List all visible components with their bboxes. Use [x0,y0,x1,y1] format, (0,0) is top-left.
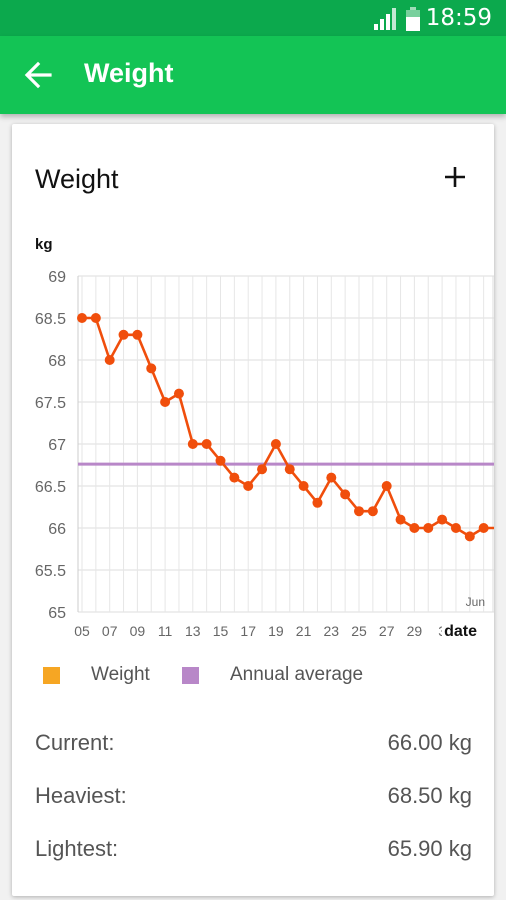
weight-series-line [82,316,494,538]
x-tick-label: 09 [130,623,146,639]
y-tick-label: 67.5 [35,395,66,412]
weight-data-point [312,497,323,508]
legend-annual-average-swatch [182,667,199,684]
weight-data-point [340,489,351,500]
legend-weight-label: Weight [91,664,150,685]
weight-data-point [423,523,434,533]
weight-data-point [270,439,281,449]
weight-data-point [367,506,378,517]
back-button[interactable] [14,50,64,100]
weight-data-point [187,439,198,449]
weight-card: Weight 65 65.5 66 66.5 67 67.5 68 68.5 69 05 07 09 1… [12,124,494,896]
weight-data-point [160,397,171,407]
x-tick-label: 25 [351,623,367,639]
weight-data-point [257,464,268,475]
weight-data-point [243,481,254,491]
weight-data-point [77,313,87,323]
legend-annual-average-label: Annual average [230,664,364,685]
weight-data-point [354,506,364,517]
weight-data-point [478,523,489,533]
x-axis-title-bg [442,618,484,642]
weight-data-point [132,329,143,340]
y-tick-label: 66 [48,521,66,538]
stat-lightest-label: Lightest: [35,836,119,861]
stat-lightest-value: 65.90 kg [387,836,472,861]
weight-data-point [118,329,129,340]
x-tick-label: 07 [102,623,118,639]
x-tick-label: 19 [268,623,284,639]
stat-heaviest-value: 68.50 kg [387,783,472,808]
weight-data-point [229,472,240,483]
weight-data-point [104,355,115,365]
app-bar-title: Weight [84,58,174,88]
x-tick-label: 15 [213,623,229,639]
arrow-left-icon [24,61,52,89]
x-tick-label: 29 [407,623,423,639]
y-tick-label: 67 [48,437,66,454]
app-bar: Weight [0,36,506,114]
x-tick-label: 11 [158,623,173,639]
weight-data-point [146,363,157,374]
add-entry-button[interactable] [437,159,473,195]
x-tick-label: 13 [185,623,201,639]
battery-icon [406,7,420,31]
x-axis-title: date [444,623,477,640]
x-tick-label: 17 [240,623,256,639]
y-tick-label: 69 [48,269,66,286]
stat-heaviest: Heaviest: 68.50 kg [35,783,472,813]
weight-data-point [201,439,212,449]
x-tick-label: 05 [74,623,90,639]
legend-weight-swatch [43,667,60,684]
y-tick-label: 68.5 [35,311,66,328]
y-axis-title: kg [35,236,53,253]
weight-data-point [284,464,295,475]
weight-chart[interactable]: 65 65.5 66 66.5 67 67.5 68 68.5 69 05 07 09 11 13 15 17… [12,224,494,644]
weight-data-point [215,455,226,466]
status-time: 18:59 [425,5,492,31]
x-tick-label: 21 [296,623,312,639]
stat-current-value: 66.00 kg [387,730,472,755]
status-bar: 18:59 [0,0,506,36]
x-tick-label: 27 [379,623,395,639]
weight-data-point [90,313,101,323]
card-title: Weight [35,164,119,194]
y-tick-label: 68 [48,353,66,370]
signal-icon [374,8,396,30]
y-tick-label: 65 [48,605,66,622]
stat-lightest: Lightest: 65.90 kg [35,836,472,866]
weight-data-point [464,531,475,542]
plus-icon [445,167,465,187]
weight-data-point [437,514,448,525]
weight-data-point [409,523,420,533]
y-tick-label: 66.5 [35,479,66,496]
x-month-label: Jun [466,595,485,609]
stat-current: Current: 66.00 kg [35,730,472,760]
stat-heaviest-label: Heaviest: [35,783,127,808]
weight-data-point [395,514,406,525]
weight-data-point [450,523,461,533]
weight-data-point [173,388,184,399]
y-tick-label: 65.5 [35,563,66,580]
weight-data-point [326,472,337,483]
x-tick-label: 23 [324,623,340,639]
weight-data-point [381,481,392,491]
weight-data-point [298,481,309,491]
stat-current-label: Current: [35,730,115,755]
